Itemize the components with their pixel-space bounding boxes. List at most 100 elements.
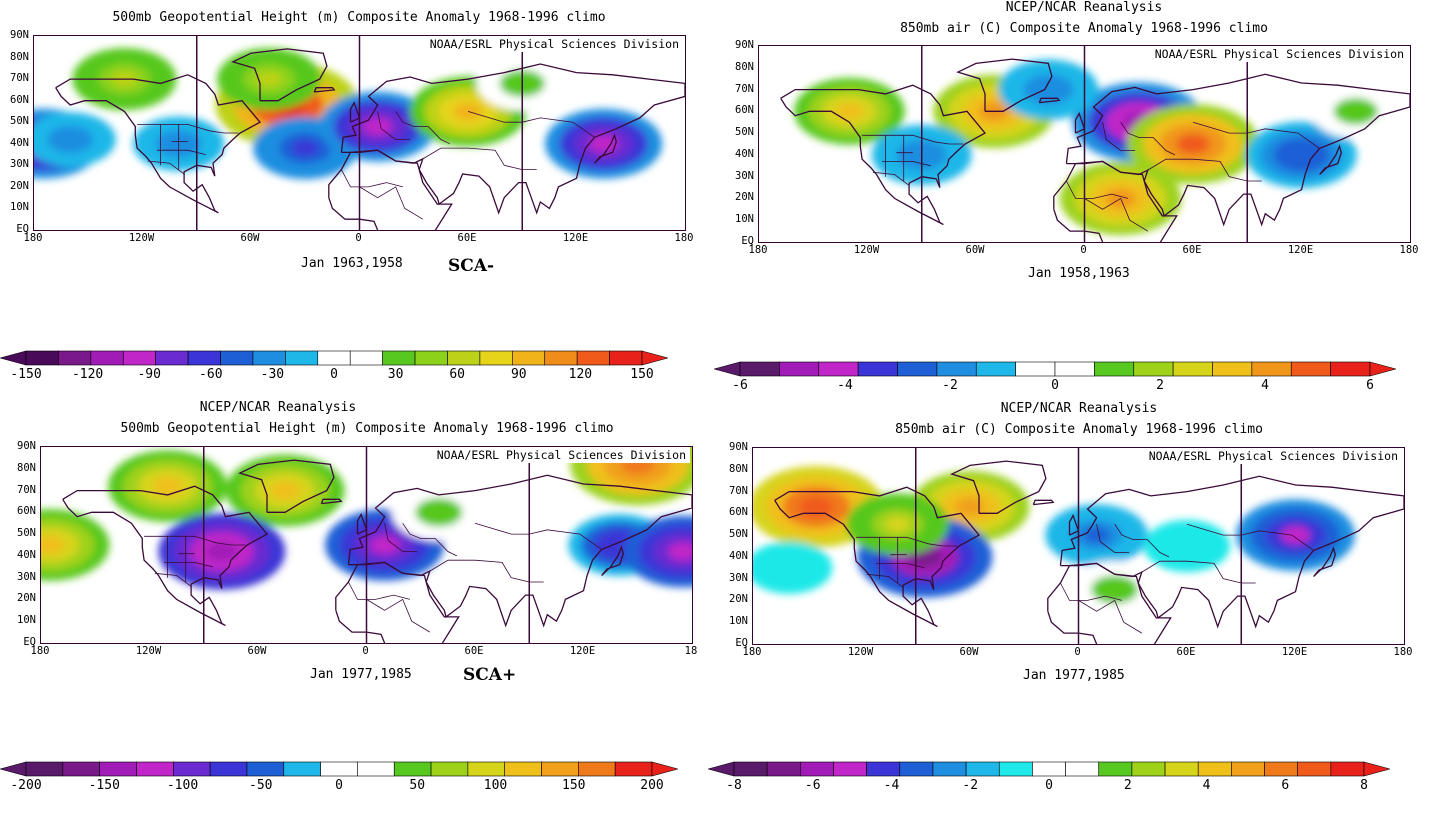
colorbar-swatch xyxy=(220,350,254,366)
colorbar-label: 8 xyxy=(1360,778,1368,793)
lat-tick-label: 90N xyxy=(10,29,29,41)
colorbar-swatch xyxy=(209,761,248,777)
lat-tick-label: 60N xyxy=(735,104,754,117)
anomaly-center xyxy=(1083,527,1110,543)
colorbar-arrow-low xyxy=(714,361,741,377)
colorbar-swatch xyxy=(467,761,506,777)
coastline xyxy=(594,133,617,164)
lat-tick-label: 90N xyxy=(17,440,36,452)
colorbar-label: -2 xyxy=(962,778,979,793)
anomaly-center xyxy=(256,71,283,87)
anomaly-center xyxy=(1102,582,1127,597)
colorbar-swatch xyxy=(1015,361,1056,377)
colorbar-swatch xyxy=(899,761,934,777)
cb2-swatches xyxy=(714,361,1396,377)
lat-tick-label: 50N xyxy=(10,115,29,128)
colorbar-swatch xyxy=(393,761,432,777)
colorbar-swatch xyxy=(479,350,513,366)
lat-tick-label: 60N xyxy=(10,93,29,106)
lon-tick-label: 60W xyxy=(959,646,979,658)
colorbar-label: -100 xyxy=(166,778,199,793)
lat-tick-label: 70N xyxy=(729,484,748,497)
lat-tick-label: EQ xyxy=(16,223,29,235)
colorbar-swatch xyxy=(544,350,578,366)
colorbar-swatch xyxy=(430,761,469,777)
colorbar-swatch xyxy=(965,761,1000,777)
colorbar-arrow-low xyxy=(0,761,27,777)
lat-tick-label: 10N xyxy=(10,201,29,214)
colorbar-2: -6 -4 -2 0 2 4 6 xyxy=(714,361,1396,401)
lon-tick-label: 60W xyxy=(240,232,260,244)
colorbar-swatch xyxy=(1164,761,1199,777)
lat-tick-label: EQ xyxy=(735,637,748,649)
colorbar-label: 200 xyxy=(640,778,664,793)
lon-tick-label: 120W xyxy=(847,646,874,658)
colorbar-label: 90 xyxy=(510,367,527,382)
lat-tick-label: 60N xyxy=(729,506,748,519)
colorbar-swatch xyxy=(733,761,768,777)
colorbar-swatch xyxy=(1231,761,1265,777)
colorbar-arrow-high xyxy=(651,761,678,777)
anomaly-center xyxy=(1035,82,1061,98)
anomaly-center xyxy=(369,536,400,554)
lon-tick-label: 120E xyxy=(562,232,589,244)
lon-tick-label: 60E xyxy=(464,645,484,657)
colorbar-swatch xyxy=(136,761,174,777)
coastline xyxy=(55,74,262,214)
cb4-swatches xyxy=(708,761,1390,777)
colorbar-swatch xyxy=(25,350,59,366)
country-border xyxy=(1241,530,1314,551)
panel-2-title-line-2: 850mb air (C) Composite Anomaly 1968-199… xyxy=(900,21,1268,36)
anomaly-center xyxy=(41,536,65,554)
colorbar-arrow-low xyxy=(0,350,27,366)
colorbar-swatch xyxy=(1065,761,1100,777)
colorbar-swatch xyxy=(25,761,64,777)
coastline xyxy=(601,545,624,576)
country-border xyxy=(1247,128,1320,149)
colorbar-swatch xyxy=(1172,361,1213,377)
coastline xyxy=(231,48,328,102)
anomaly-center xyxy=(835,103,864,120)
anomaly-center xyxy=(588,135,619,153)
country-border xyxy=(144,535,246,546)
anomaly-center xyxy=(58,132,82,147)
colorbar-swatch xyxy=(122,350,156,366)
anomaly-center xyxy=(668,542,692,561)
coastline xyxy=(340,63,685,215)
colorbar-swatch xyxy=(320,761,358,777)
colorbar-4: -8 -6 -4 -2 0 2 4 6 8 xyxy=(708,761,1390,801)
colorbar-1: -150 -120 -90 -60 -30 0 30 60 90 120 150 xyxy=(0,350,668,390)
lon-tick-label: 180 xyxy=(23,232,43,244)
colorbar-swatch xyxy=(1133,361,1174,377)
colorbar-swatch xyxy=(578,761,616,777)
cb1-swatches xyxy=(0,350,668,366)
lat-tick-label: EQ xyxy=(741,235,754,247)
coastline xyxy=(950,460,1047,514)
colorbar-swatch xyxy=(932,761,967,777)
colorbar-3: -200 -150 -100 -50 0 50 100 150 200 xyxy=(0,761,678,801)
cb3-swatches xyxy=(0,761,678,777)
country-border xyxy=(1096,524,1130,553)
country-border xyxy=(1102,122,1136,151)
colorbar-label: 4 xyxy=(1261,378,1269,393)
coastline xyxy=(1047,611,1098,644)
anomaly-center xyxy=(1287,146,1316,164)
country-border xyxy=(467,111,523,123)
panel-4-period: Jan 1977,1985 xyxy=(1023,668,1125,683)
lon-tick-label: 0 xyxy=(362,645,369,657)
colorbar-swatch xyxy=(576,350,610,366)
country-border xyxy=(154,572,192,587)
panel-1-tag: SCA- xyxy=(448,256,495,276)
coastline xyxy=(1038,97,1061,104)
colorbar-label: 150 xyxy=(562,778,586,793)
colorbar-label: -4 xyxy=(883,778,900,793)
colorbar-swatch xyxy=(739,361,780,377)
lat-tick-label: 50N xyxy=(735,126,754,139)
lat-tick-label: 80N xyxy=(729,462,748,475)
anomaly-center xyxy=(1344,104,1367,119)
country-border xyxy=(876,563,925,569)
colorbar-label: 0 xyxy=(1045,778,1053,793)
colorbar-label: 150 xyxy=(630,367,654,382)
lon-tick-label: 0 xyxy=(1074,646,1081,658)
anomaly-center xyxy=(270,481,300,500)
